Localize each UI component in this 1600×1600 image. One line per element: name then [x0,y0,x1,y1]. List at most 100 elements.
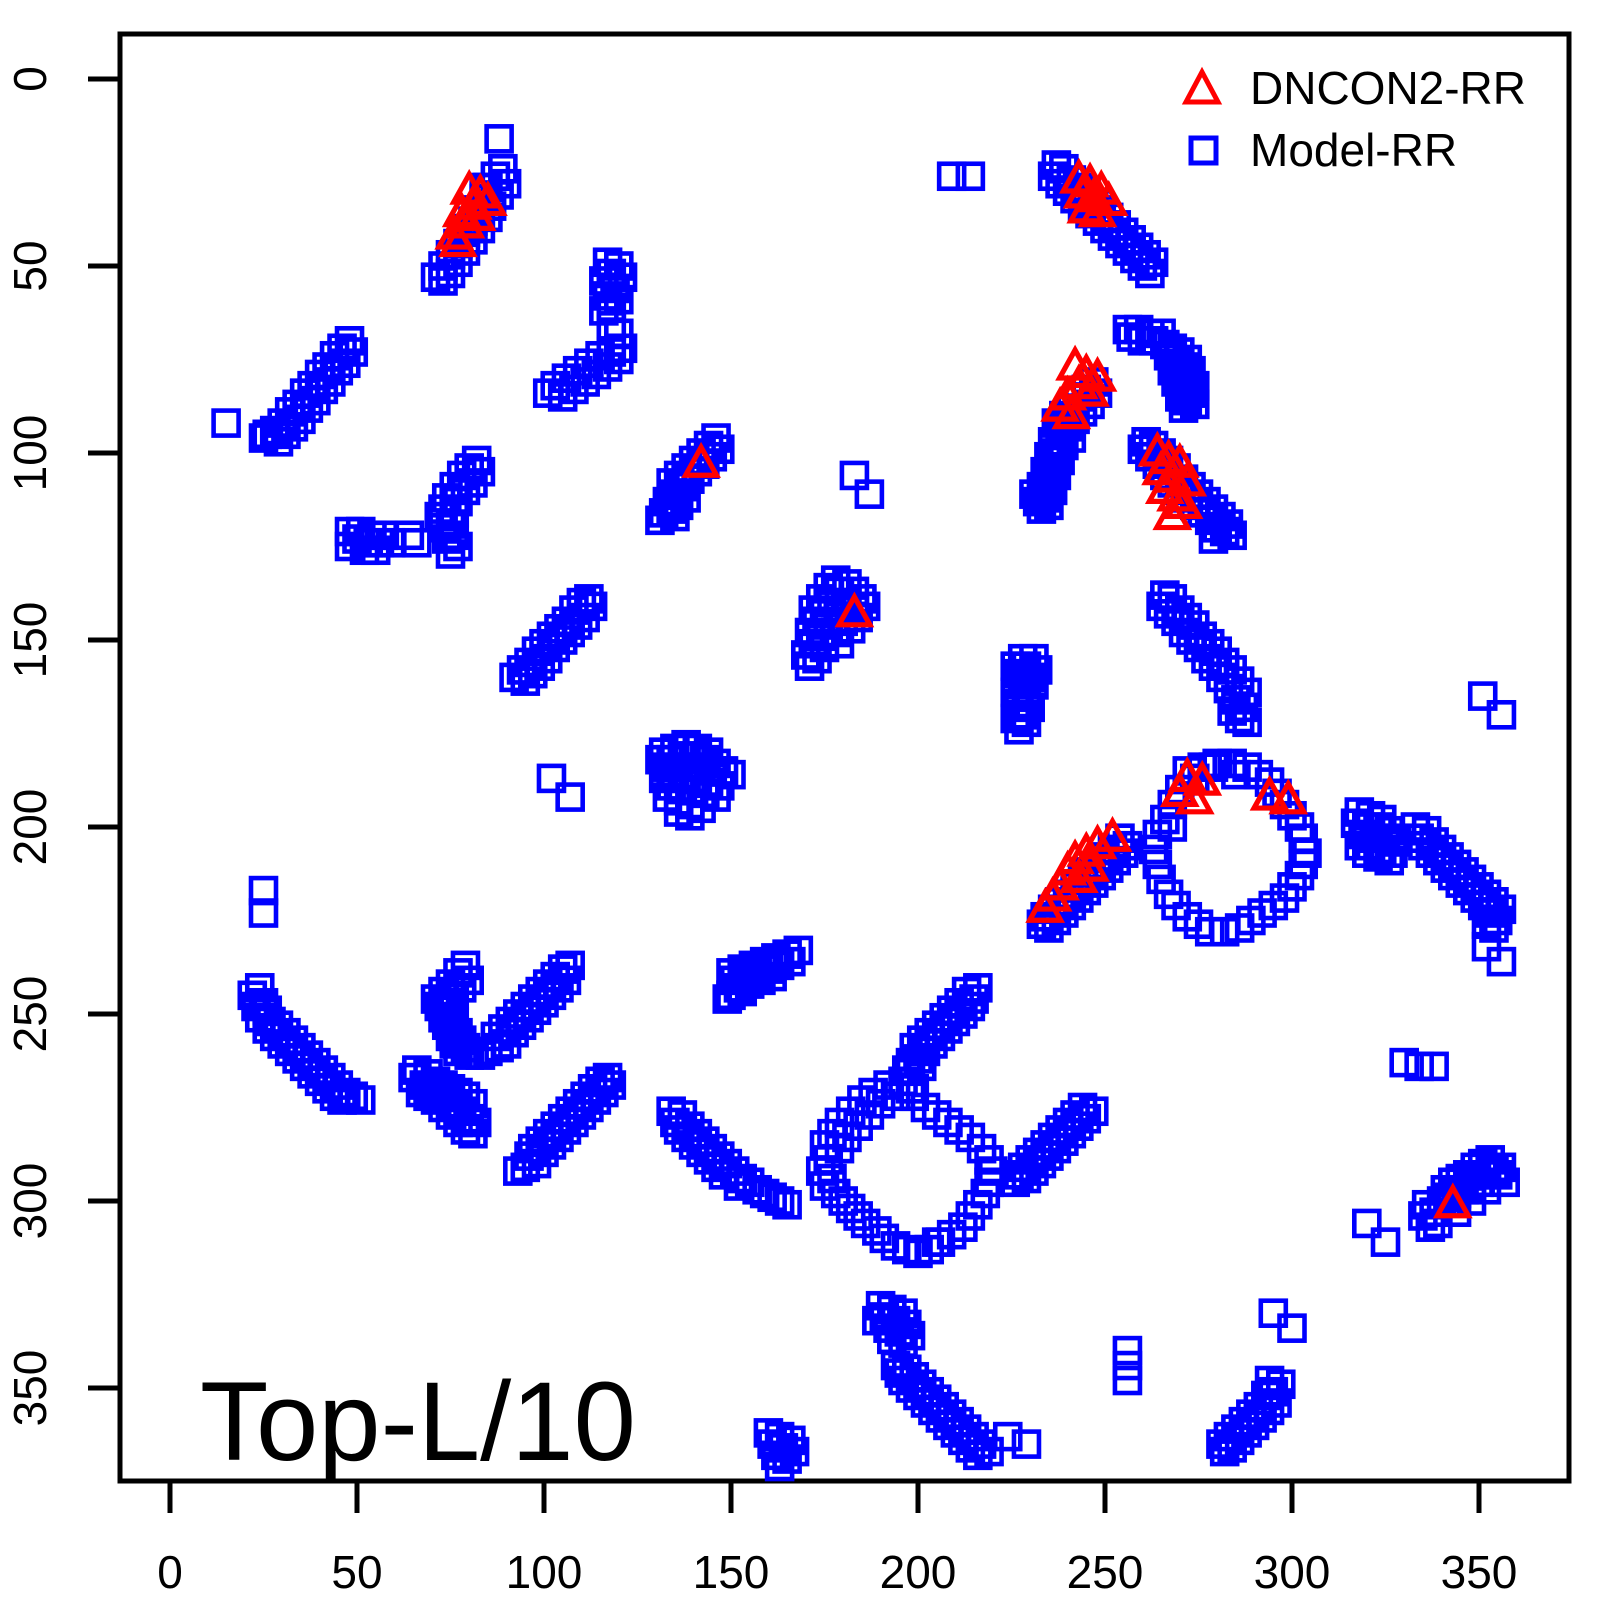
model-rr-point [1127,251,1158,281]
legend-square-icon [1188,135,1219,166]
plot-border [117,31,1572,1484]
model-rr-point [244,973,275,1003]
model-rr-point [517,658,548,689]
model-rr-point [1034,913,1064,943]
dncon2-rr-point [1159,770,1200,807]
model-rr-point [458,1118,488,1149]
model-rr-point [1258,1298,1289,1328]
y-tick-label: 250 [4,976,56,1053]
x-axis: 0 50 100 150 200 250 300 350 [157,1481,1517,1598]
model-rr-point [458,468,488,498]
dncon2-rr-point [1070,370,1110,407]
model-rr-point [1135,258,1165,289]
model-rr-point [772,1189,802,1220]
model-rr-point [862,1305,892,1336]
model-rr-point [1060,1100,1090,1130]
model-rr-point [828,1186,859,1216]
y-tick-label: 350 [4,1350,56,1427]
model-rr-point [450,1032,481,1063]
model-rr-point [660,501,690,532]
model-rr-point [1142,819,1173,850]
model-rr-point [589,296,619,326]
y-axis: 0 50 100 150 200 250 300 350 [4,66,120,1426]
model-rr-point [1150,804,1180,835]
model-rr-point [402,527,432,558]
model-rr-point [712,984,743,1014]
model-rr-point [895,1074,926,1104]
x-tick-label: 300 [1254,1546,1331,1598]
dncon2-rr-point [1051,393,1092,430]
x-tick-label: 200 [880,1546,957,1598]
model-rr-point [450,950,481,981]
model-rr-point [536,763,567,794]
model-rr-point [727,976,758,1007]
model-rr-point [510,666,541,696]
model-rr-point [443,531,473,562]
dncon2-rr-point [1025,886,1066,923]
model-rr-point [1067,1092,1098,1123]
dncon2-rr-points [434,157,1473,1219]
model-rr-point [1004,714,1034,745]
model-rr-point [327,1085,357,1115]
model-rr-point [1011,707,1042,738]
model-rr-point [1352,1208,1382,1239]
model-rr-point [585,1066,615,1097]
x-tick-label: 150 [693,1546,770,1598]
model-rr-point [1168,393,1199,423]
model-rr-point [1198,524,1229,554]
model-rr-point [1389,1047,1419,1078]
model-rr-point [794,651,825,681]
model-rr-point [1471,909,1502,940]
dncon2-rr-point [1432,1182,1473,1219]
dncon2-rr-point [438,221,478,258]
model-rr-point [1224,913,1255,943]
model-rr-point [428,266,458,296]
x-tick-label: 50 [331,1546,382,1598]
x-tick-label: 100 [506,1546,583,1598]
model-rr-point [532,378,563,408]
dncon2-rr-point [681,441,721,478]
legend-label-dncon2: DNCON2-RR [1250,62,1526,114]
dncon2-rr-point [1249,774,1290,811]
model-rr-point [547,954,578,984]
model-rr-point [1019,479,1049,509]
model-rr-point [345,1085,376,1115]
model-rr-point [645,505,675,536]
model-rr-point [1011,1429,1042,1459]
x-tick-label: 250 [1067,1546,1144,1598]
legend-triangle-icon [1181,66,1223,105]
model-rr-point [431,987,462,1018]
model-rr-point [1026,909,1057,940]
model-rr-point [1112,1335,1143,1366]
x-tick-label: 350 [1441,1546,1518,1598]
model-rr-point [555,782,585,812]
model-rr-point [1490,1167,1520,1198]
dncon2-rr-point [1174,778,1215,815]
model-rr-point [248,875,279,906]
model-rr-point [1007,699,1038,730]
model-rr-point [1172,385,1203,416]
model-rr-point [1120,243,1150,274]
model-rr-point [271,419,301,450]
model-rr-point [757,961,787,992]
model-rr-point [895,1320,926,1351]
legend: DNCON2-RR Model-RR [1181,62,1526,176]
dncon2-rr-point [834,591,875,628]
model-rr-point [1112,1365,1143,1396]
model-rr-point [955,161,986,192]
model-rr-point [1026,494,1057,524]
model-rr-point [921,1227,952,1257]
model-rr-point [1404,1051,1434,1082]
model-rr-point [820,1178,851,1209]
model-rr-point [1112,1350,1143,1381]
model-rr-point [854,479,885,509]
model-rr-point [779,1436,810,1467]
model-rr-point [435,539,466,569]
model-rr-point [555,950,585,981]
model-rr-point [1479,913,1509,943]
model-rr-point [1419,1051,1449,1082]
model-rr-point [776,946,806,977]
y-tick-label: 200 [4,789,56,866]
model-rr-point [862,1216,892,1246]
